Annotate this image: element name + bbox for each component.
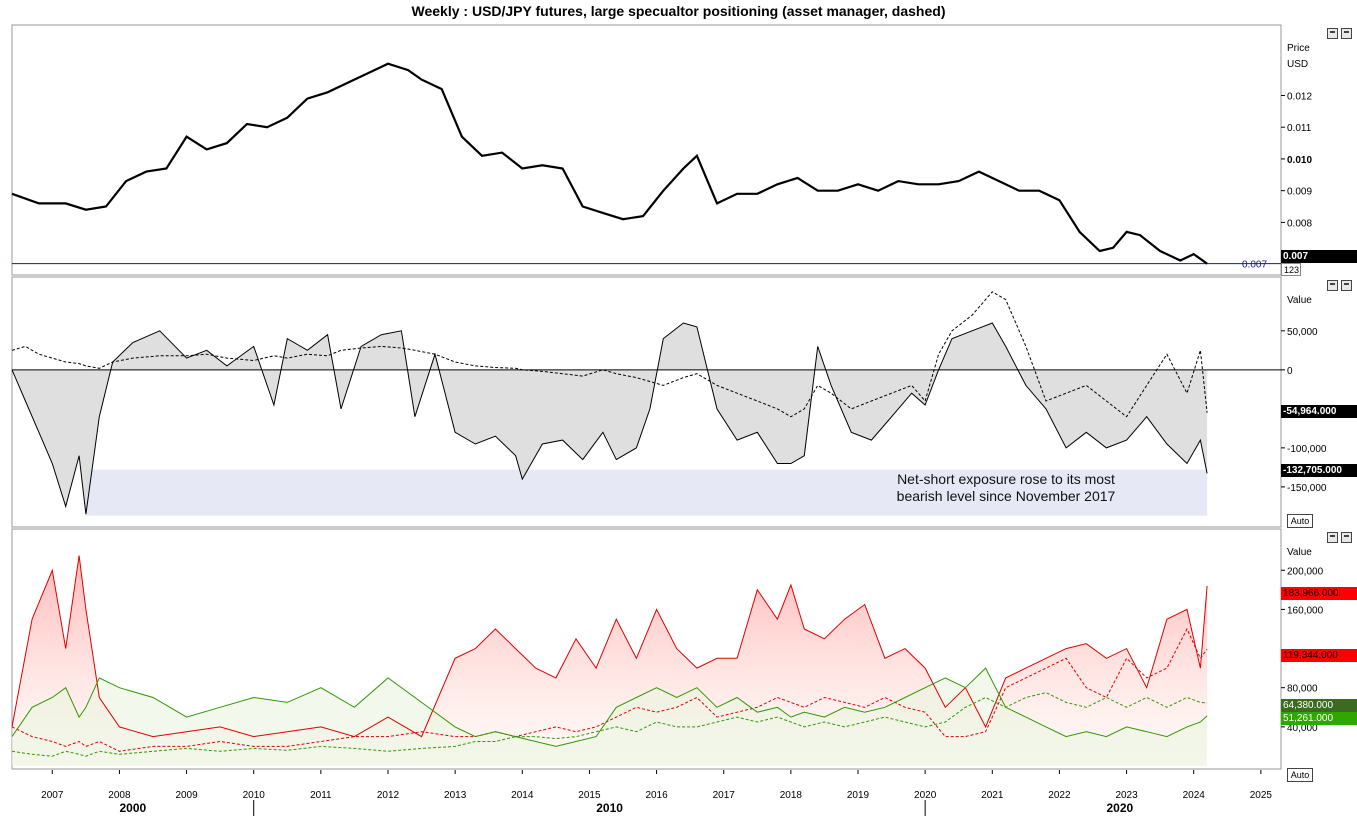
- annotation-line-1: Net-short exposure rose to its most: [897, 471, 1115, 487]
- price-pane-close-icon[interactable]: [1341, 28, 1352, 39]
- xtick-label: 2021: [981, 790, 1004, 801]
- net-ytick-label: 0: [1287, 366, 1293, 377]
- xdecade-label: 2000: [120, 801, 147, 815]
- gross-badge-3: 64,380.000: [1281, 699, 1357, 712]
- price-ytick-label: 0.012: [1287, 91, 1312, 102]
- xdecade-label: 2020: [1107, 801, 1134, 815]
- xtick-label: 2011: [310, 790, 332, 801]
- net-auto-scale-button[interactable]: Auto: [1287, 514, 1313, 528]
- gross-badge-4: 51,261.000: [1281, 712, 1357, 725]
- net-large-spec-area: [12, 323, 1208, 515]
- x-axis: 2007 2008 2009 2010 2011 2012 2013 2014 2015 2016…: [41, 770, 1272, 816]
- gross-asset-manager-long-line: [11, 692, 1208, 757]
- price-counter-badge: 123: [1281, 263, 1301, 276]
- xtick-label: 2008: [108, 790, 131, 801]
- gross-auto-scale-button[interactable]: Auto: [1287, 768, 1313, 782]
- xtick-label: 2015: [578, 790, 601, 801]
- price-series-line: [11, 62, 1208, 265]
- gross-positioning-pane: 200,000 160,000 80,000 40,000: [11, 555, 1324, 766]
- net-pane-minimize-icon[interactable]: [1327, 280, 1338, 291]
- annotation-box: [85, 469, 1208, 516]
- net-pane-close-icon[interactable]: [1341, 280, 1352, 291]
- gross-ytick-label: 80,000: [1287, 684, 1318, 695]
- gross-large-spec-short-line: [11, 555, 1208, 738]
- xtick-label: 2016: [645, 790, 668, 801]
- xtick-label: 2012: [377, 790, 400, 801]
- xtick-label: 2025: [1250, 790, 1273, 801]
- xtick-label: 2010: [243, 790, 266, 801]
- price-pane-minimize-icon[interactable]: [1327, 28, 1338, 39]
- price-ytick-label: 0.010: [1287, 155, 1312, 166]
- xtick-label: 2014: [511, 790, 534, 801]
- net-large-spec-badge: -132,705.000: [1281, 464, 1357, 477]
- price-axis-unit: USD: [1287, 59, 1309, 70]
- price-ytick-label: 0.009: [1287, 187, 1312, 198]
- gross-large-spec-long-line: [11, 667, 1208, 747]
- price-pane-frame: [11, 24, 1282, 276]
- net-ytick-label: -100,000: [1287, 444, 1327, 455]
- net-ytick-label: -150,000: [1287, 483, 1327, 494]
- net-pane-frame: [11, 276, 1282, 528]
- xtick-label: 2023: [1115, 790, 1138, 801]
- xtick-label: 2020: [914, 790, 937, 801]
- pane-frames: [11, 24, 1282, 770]
- price-axis-label: Price: [1287, 43, 1310, 54]
- price-ytick-label: 0.011: [1287, 123, 1312, 134]
- net-asset-manager-badge: -54,964.000: [1281, 405, 1357, 418]
- gross-ytick-label: 160,000: [1287, 605, 1324, 616]
- xtick-label: 2013: [444, 790, 467, 801]
- xtick-label: 2022: [1048, 790, 1071, 801]
- xtick-label: 2017: [713, 790, 736, 801]
- gross-badge-1: 183,966.000: [1281, 587, 1357, 600]
- gross-asset-manager-short-line: [11, 627, 1208, 752]
- xtick-label: 2018: [780, 790, 803, 801]
- net-axis-label: Value: [1287, 295, 1312, 306]
- annotation-text: Net-short exposure rose to its most bear…: [871, 471, 1141, 505]
- net-asset-manager-line: [11, 291, 1208, 418]
- gross-ytick-label: 40,000: [1287, 723, 1318, 734]
- xtick-label: 2007: [41, 790, 64, 801]
- price-ytick-label: 0.008: [1287, 218, 1312, 229]
- gross-axis-label: Value: [1287, 547, 1312, 558]
- net-ytick-label: 50,000: [1287, 327, 1318, 338]
- xtick-label: 2024: [1183, 790, 1206, 801]
- gross-pane-minimize-icon[interactable]: [1327, 532, 1338, 543]
- xdecade-label: 2010: [596, 801, 623, 815]
- gross-badge-2: 119,344.000: [1281, 649, 1357, 662]
- gross-pane-close-icon[interactable]: [1341, 532, 1352, 543]
- price-reference-label: 0.007: [1242, 260, 1267, 271]
- xtick-label: 2009: [175, 790, 198, 801]
- net-positioning-pane: 50,000 0 -100,000 -150,000: [11, 291, 1327, 516]
- xtick-label: 2019: [847, 790, 870, 801]
- gross-ytick-label: 200,000: [1287, 566, 1324, 577]
- chart-title: Weekly : USD/JPY futures, large specualt…: [411, 3, 946, 19]
- annotation-line-2: bearish level since November 2017: [896, 488, 1116, 504]
- price-last-badge: 0.007: [1281, 250, 1357, 263]
